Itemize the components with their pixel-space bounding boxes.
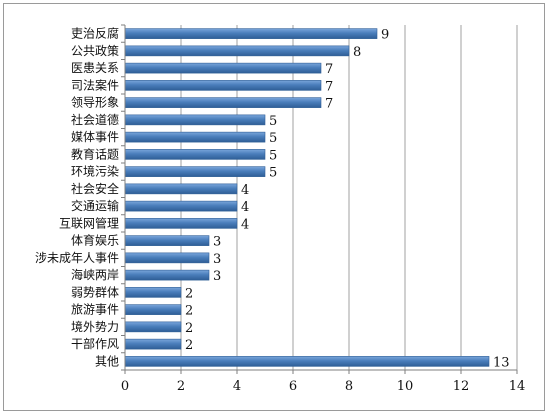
bar <box>124 62 322 74</box>
data-labels: 9 8 7 7 7 5 5 5 5 4 4 4 3 3 3 2 2 2 2 13 <box>185 28 510 371</box>
category-label: 境外势力 <box>71 319 119 334</box>
x-tick-label: 2 <box>177 379 185 394</box>
category-label: 交通运输 <box>71 198 119 213</box>
category-label: 社会道德 <box>71 112 119 127</box>
x-tick-label: 12 <box>453 379 470 394</box>
bar <box>124 235 210 246</box>
data-label: 7 <box>325 97 333 112</box>
bar <box>124 218 238 229</box>
category-label: 领导形象 <box>71 96 119 110</box>
x-axis: 0 2 4 6 8 10 12 14 <box>121 24 526 394</box>
category-label: 社会安全 <box>71 181 119 196</box>
category-label: 互联网管理 <box>59 215 119 230</box>
data-label: 2 <box>185 321 193 336</box>
data-label: 2 <box>185 286 193 301</box>
category-label: 干部作风 <box>71 336 119 351</box>
bar <box>124 166 266 177</box>
data-label: 4 <box>241 217 249 232</box>
bar <box>124 28 378 39</box>
data-label: 7 <box>325 62 333 77</box>
category-label: 弱势群体 <box>71 285 119 299</box>
bar <box>124 114 266 126</box>
data-label: 13 <box>493 355 510 370</box>
data-label: 5 <box>269 131 277 146</box>
data-label: 8 <box>353 45 361 60</box>
data-label: 3 <box>213 252 221 267</box>
x-tick-label: 8 <box>345 379 353 394</box>
data-label: 2 <box>185 304 193 319</box>
category-label: 其他 <box>95 354 119 368</box>
category-label: 旅游事件 <box>71 303 119 317</box>
data-label: 7 <box>325 79 333 94</box>
category-labels: 吏治反腐公共政策医患关系司法案件领导形象社会道德媒体事件教育话题环境污染社会安全… <box>35 26 119 369</box>
x-tick-label: 10 <box>397 379 414 394</box>
bar <box>124 45 350 57</box>
x-tick-label: 4 <box>233 379 241 394</box>
category-label: 体育娱乐 <box>71 233 119 248</box>
bar <box>124 269 210 281</box>
bar <box>124 80 322 91</box>
category-label: 吏治反腐 <box>71 26 119 41</box>
category-label: 公共政策 <box>71 44 119 58</box>
data-label: 5 <box>269 166 277 181</box>
category-label: 海峡两岸 <box>71 267 119 282</box>
data-label: 4 <box>241 183 249 198</box>
bar <box>124 200 238 212</box>
category-label: 环境污染 <box>71 164 119 179</box>
bar <box>124 338 182 350</box>
gridlines <box>180 25 518 370</box>
data-label: 5 <box>269 148 277 163</box>
data-label: 4 <box>241 200 249 215</box>
bar <box>124 97 322 108</box>
category-label: 媒体事件 <box>71 130 119 144</box>
data-label: 9 <box>381 28 389 43</box>
x-tick-label: 0 <box>121 379 129 394</box>
bars <box>124 28 490 367</box>
bar <box>124 252 210 264</box>
bar <box>124 356 490 367</box>
bar <box>124 321 182 333</box>
data-label: 3 <box>213 269 221 284</box>
bar <box>124 304 182 315</box>
x-tick-label: 14 <box>509 379 526 394</box>
x-tick-label: 6 <box>289 379 297 394</box>
data-label: 3 <box>213 235 221 250</box>
bar <box>124 131 266 143</box>
bar <box>124 183 238 195</box>
category-label: 司法案件 <box>71 77 119 92</box>
category-label: 教育话题 <box>71 146 119 161</box>
bar <box>124 287 182 298</box>
bar <box>124 149 266 160</box>
data-label: 2 <box>185 338 193 353</box>
category-label: 涉未成年人事件 <box>35 251 119 265</box>
category-label: 医患关系 <box>71 61 119 75</box>
data-label: 5 <box>269 114 277 129</box>
